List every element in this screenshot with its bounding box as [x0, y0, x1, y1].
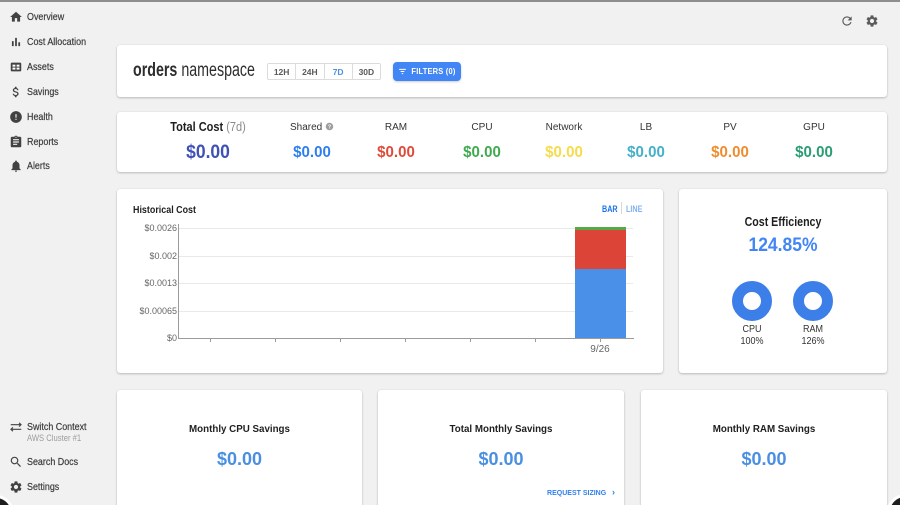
svg-text:?: ?: [328, 124, 331, 130]
